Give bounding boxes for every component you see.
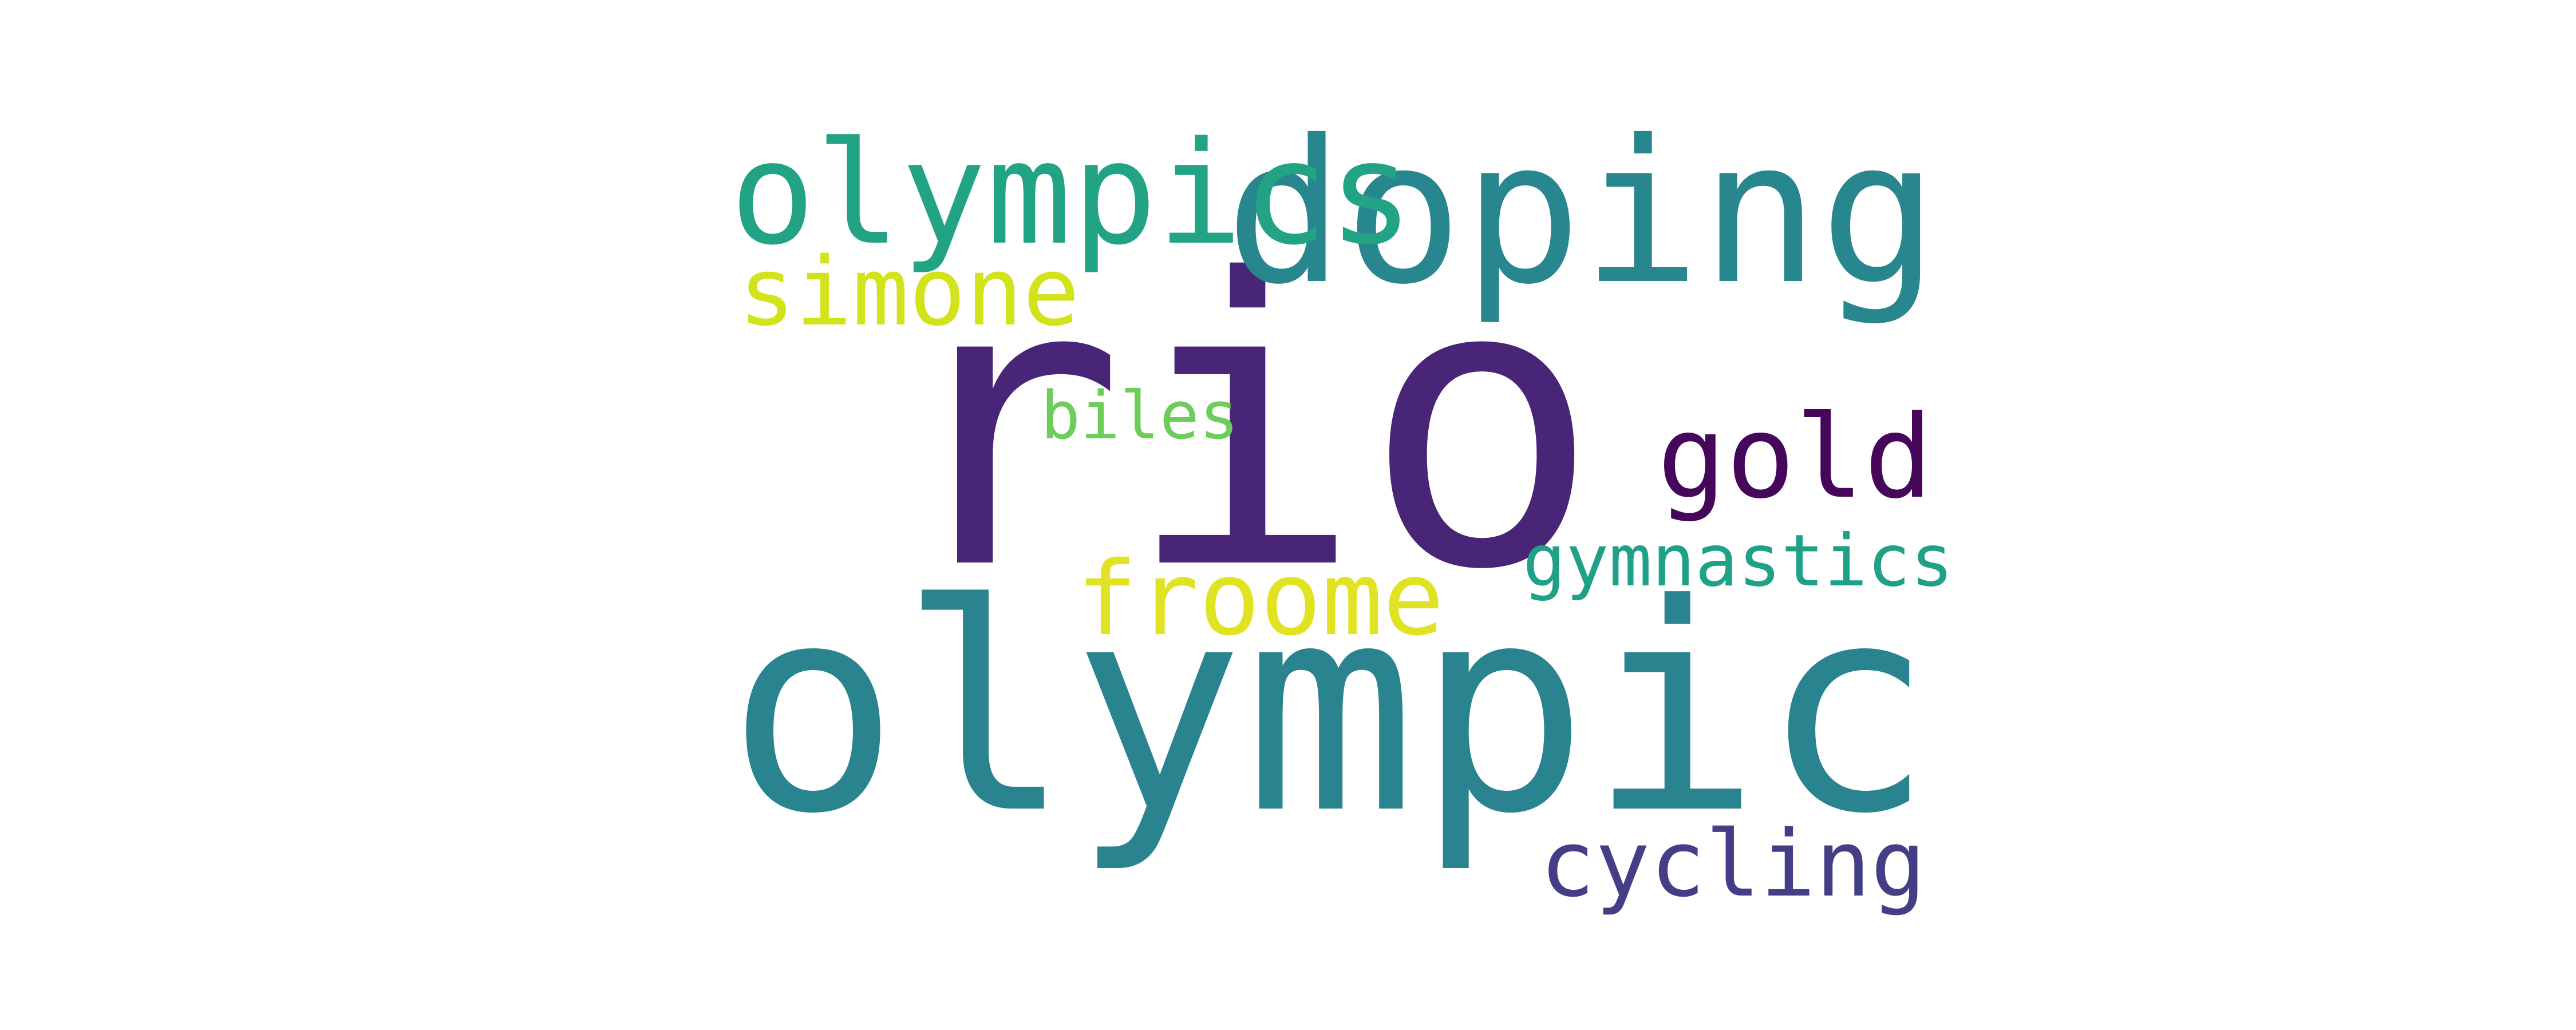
word-froome: froome [1076, 540, 1444, 658]
word-olympics: olympics [730, 112, 1414, 276]
word-doping: doping [1225, 98, 1939, 328]
word-rio: rio [887, 196, 1601, 656]
word-simone: simone [738, 237, 1080, 347]
word-olympic: olympic [727, 543, 1934, 876]
word-biles: biles [1041, 378, 1239, 454]
word-cycling: cycling [1540, 810, 1926, 917]
word-gold: gold [1657, 391, 1933, 524]
word-gymnastics: gymnastics [1523, 520, 1954, 603]
